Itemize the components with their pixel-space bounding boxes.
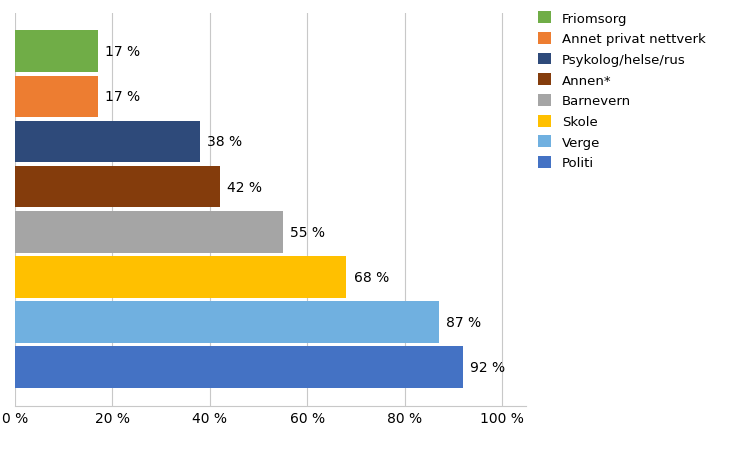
Text: 55 %: 55 % xyxy=(290,225,325,239)
Bar xyxy=(15,32,98,73)
Bar xyxy=(15,121,200,163)
Text: 42 %: 42 % xyxy=(227,180,262,194)
Bar xyxy=(15,166,220,208)
Text: 87 %: 87 % xyxy=(446,315,481,329)
Bar xyxy=(15,76,98,118)
Bar xyxy=(15,212,283,253)
Bar xyxy=(15,302,438,343)
Text: 68 %: 68 % xyxy=(353,270,389,284)
Text: 17 %: 17 % xyxy=(105,45,141,59)
Bar xyxy=(15,257,346,298)
Text: 92 %: 92 % xyxy=(471,360,505,374)
Bar xyxy=(15,347,463,388)
Text: 17 %: 17 % xyxy=(105,90,141,104)
Legend: Friomsorg, Annet privat nettverk, Psykolog/helse/rus, Annen*, Barnevern, Skole, : Friomsorg, Annet privat nettverk, Psykol… xyxy=(538,12,705,170)
Text: 38 %: 38 % xyxy=(208,135,243,149)
